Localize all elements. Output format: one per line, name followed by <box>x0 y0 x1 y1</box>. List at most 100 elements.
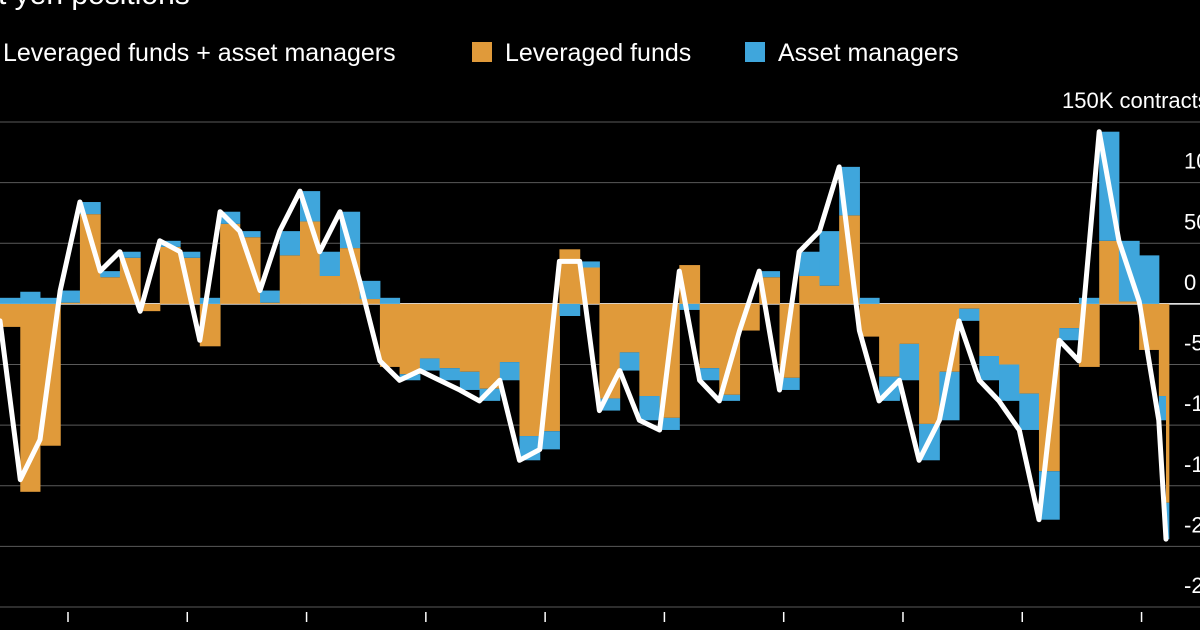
leveraged-bar <box>159 246 181 304</box>
x-tick-label: 2020 <box>756 628 812 630</box>
leveraged-bar <box>799 275 820 304</box>
asset-bar <box>559 303 581 316</box>
y-tick-label: 100 <box>1184 149 1200 174</box>
legend-label: Leveraged funds <box>505 39 691 67</box>
x-tick-label: 2018 <box>637 628 693 630</box>
asset-bar <box>1078 297 1100 304</box>
leveraged-bar <box>519 303 541 437</box>
asset-bar <box>679 303 701 310</box>
leveraged-bar <box>619 303 640 353</box>
asset-bar <box>180 251 201 258</box>
total-line <box>0 129 1169 542</box>
x-tick-label: 2026 <box>1114 628 1170 630</box>
leveraged-bar <box>479 303 501 389</box>
leveraged-bar <box>1118 301 1140 304</box>
asset-bar <box>539 431 560 450</box>
asset-bar <box>579 261 600 268</box>
asset-bar <box>379 297 401 304</box>
asset-bar <box>319 251 341 276</box>
leveraged-bar <box>879 303 900 377</box>
asset-bar <box>20 291 41 304</box>
leveraged-bar <box>79 214 101 304</box>
x-tick-label: 2010 <box>159 628 215 630</box>
asset-bar <box>119 251 141 258</box>
y-tick-label: -250 <box>1184 573 1200 598</box>
chart-title: t yen positions <box>0 0 190 11</box>
leveraged-bar <box>719 303 741 395</box>
leveraged-bar <box>499 303 520 363</box>
x-tick-label: 2012 <box>279 628 335 630</box>
asset-bar <box>0 297 21 304</box>
leveraged-bar <box>359 299 381 304</box>
leveraged-bar <box>220 223 241 304</box>
leveraged-bar <box>399 303 421 375</box>
asset-bar <box>60 290 81 303</box>
y-tick-label: -100 <box>1184 391 1200 416</box>
y-tick-label: 50 <box>1184 209 1200 234</box>
asset-bar <box>779 377 800 390</box>
leveraged-bar <box>439 303 461 369</box>
asset-bar <box>959 308 980 321</box>
leveraged-bar <box>260 302 281 304</box>
asset-bar <box>419 358 441 371</box>
y-tick-label: 0 <box>1184 270 1196 295</box>
asset-bar <box>439 368 461 381</box>
y-tick-label: -50 <box>1184 331 1200 356</box>
x-tick-label: 2016 <box>517 628 573 630</box>
asset-bar <box>459 371 481 390</box>
asset-bar <box>279 231 301 256</box>
asset-bar <box>239 231 261 238</box>
leveraged-bar <box>140 303 161 312</box>
asset-bar <box>1166 502 1170 540</box>
y-tick-label: -150 <box>1184 452 1200 477</box>
asset-bar <box>1139 255 1160 304</box>
leveraged-bar <box>100 277 121 304</box>
leveraged-bar <box>959 303 980 309</box>
asset-bar <box>1158 396 1167 421</box>
asset-bar <box>859 297 880 304</box>
leveraged-bar <box>1038 303 1060 472</box>
asset-bar <box>819 231 840 286</box>
leveraged-bar <box>1099 240 1120 304</box>
leveraged-bar <box>979 303 1000 357</box>
leveraged-bar <box>699 303 720 369</box>
leveraged-bar <box>919 303 940 424</box>
asset-bar <box>699 368 720 381</box>
asset-bar <box>759 271 781 278</box>
y-tick-label: -200 <box>1184 512 1200 537</box>
leveraged-bar <box>1059 303 1080 329</box>
asset-bar <box>999 364 1020 401</box>
legend-label: Leveraged funds + asset managers <box>3 39 396 67</box>
leveraged-bar <box>279 255 301 304</box>
y-axis-label: 150K contracts <box>1062 88 1200 113</box>
legend-swatch <box>745 42 765 62</box>
leveraged-bar <box>819 285 840 304</box>
leveraged-bar <box>1019 303 1040 394</box>
asset-bar <box>719 394 741 401</box>
asset-bar <box>979 356 1000 381</box>
x-tick-label: 2022 <box>875 628 931 630</box>
asset-bar <box>100 271 121 278</box>
asset-bar <box>499 362 520 381</box>
leveraged-bar <box>639 303 661 397</box>
asset-bar <box>199 297 221 304</box>
leveraged-bar <box>599 303 621 399</box>
leveraged-bar <box>379 303 401 367</box>
leveraged-bar <box>1166 303 1170 503</box>
asset-bar <box>799 251 820 276</box>
leveraged-bar <box>60 302 81 304</box>
asset-bar <box>659 417 680 430</box>
asset-bar <box>260 290 281 303</box>
legend-swatch <box>472 42 492 62</box>
legend-label: Asset managers <box>778 39 959 67</box>
leveraged-bar <box>459 303 481 372</box>
leveraged-bar <box>300 221 321 304</box>
asset-bar <box>899 343 920 381</box>
asset-bar <box>619 352 640 371</box>
leveraged-bar <box>1158 303 1167 397</box>
leveraged-bar <box>899 303 920 344</box>
leveraged-bar <box>559 249 581 304</box>
x-tick-label: 2014 <box>398 628 454 630</box>
